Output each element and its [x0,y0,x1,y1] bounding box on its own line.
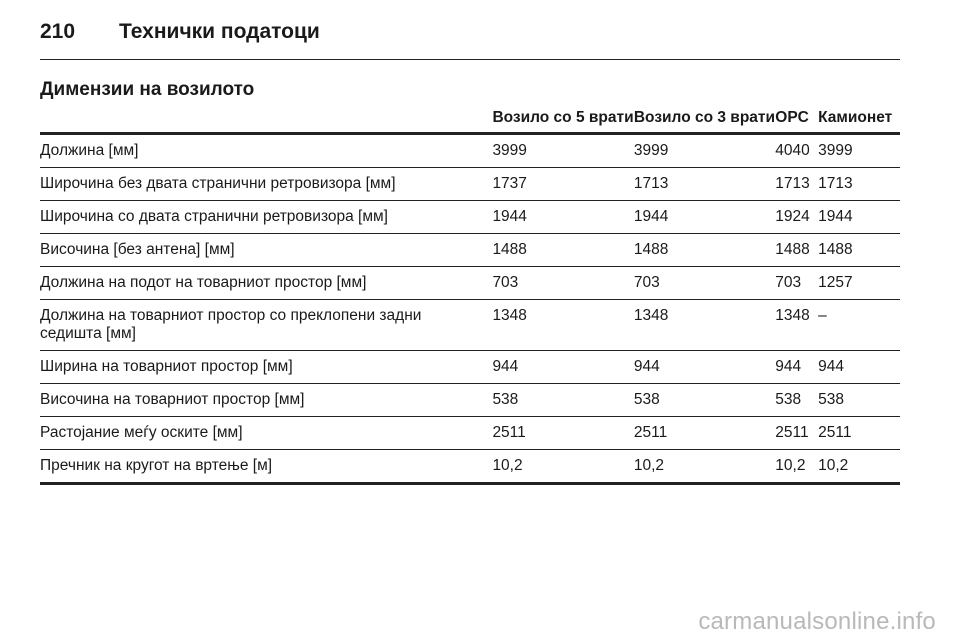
table-row: Височина [без антена] [мм] 1488 1488 1488 14… [40,234,900,267]
cell-opc: 944 [775,358,802,375]
row-label: Должина [мм] [40,142,139,159]
watermark: carmanualsonline.info [698,608,936,635]
cell-3-door: 10,2 [633,457,665,474]
cell-opc: 1713 [775,175,810,192]
cell-5-door: 944 [492,358,519,375]
page-number: 210 [40,20,76,43]
cell-opc: 1348 [775,307,810,324]
cell-opc: 1924 [775,208,810,225]
cell-3-door: 1488 [633,241,669,258]
table-row: Ширина на товарниот простор [мм] 944 944 94… [40,351,900,384]
table-row: Широчина со двата странични ретровизора … [40,201,900,234]
cell-5-door: 1488 [492,241,527,258]
page-title: Технички податоци [119,20,320,43]
cell-3-door: 538 [633,391,660,408]
cell-5-door: 1944 [492,208,527,225]
section-title: Димензии на возилото [40,79,255,100]
row-label: Пречник на кругот на вртење [м] [40,457,273,474]
cell-opc: 2511 [775,424,809,441]
row-label: Растојание меѓу оските [мм] [40,424,243,441]
cell-van: 3999 [818,142,853,159]
cell-3-door: 944 [633,358,660,375]
dimensions-table: Возило со 5 врати Возило со 3 врати OPC … [40,102,900,485]
column-header-van: Камионет [818,109,893,126]
row-label: Височина на товарниот простор [мм] [40,391,305,408]
table-row: Должина на товарниот простор со преклопе… [40,300,900,351]
cell-van: 1713 [818,175,853,192]
row-label: Широчина со двата странични ретровизора … [40,208,388,225]
cell-3-door: 1348 [633,307,669,324]
row-label: Ширина на товарниот простор [мм] [40,358,293,375]
cell-5-door: 538 [492,391,519,408]
cell-5-door: 2511 [492,424,526,441]
cell-5-door: 10,2 [492,457,523,474]
cell-opc: 1488 [775,241,810,258]
cell-van: – [818,307,827,324]
table-row: Широчина без двата странични ретровизора… [40,168,900,201]
cell-5-door: 3999 [492,142,527,159]
cell-van: 10,2 [818,457,849,474]
table-row: Пречник на кругот на вртење [м] 10,2 10,2 1… [40,450,900,484]
row-label: Височина [без антена] [мм] [40,241,235,258]
column-header-5-door: Возило со 5 врати [492,109,634,126]
cell-3-door: 2511 [633,424,668,441]
header-divider [40,59,900,60]
cell-3-door: 1944 [633,208,669,225]
cell-3-door: 703 [633,274,660,291]
cell-opc: 10,2 [775,457,806,474]
cell-van: 944 [818,358,844,375]
table-row: Растојание меѓу оските [мм] 2511 2511 2511 2… [40,417,900,450]
cell-van: 1944 [818,208,853,225]
table-row: Височина на товарниот простор [мм] 538 538… [40,384,900,417]
cell-3-door: 3999 [633,142,669,159]
table-row: Должина на подот на товарниот простор [м… [40,267,900,300]
cell-opc: 4040 [775,142,810,159]
row-label: Должина на подот на товарниот простор [м… [40,274,367,291]
cell-van: 2511 [818,424,852,441]
cell-opc: 538 [775,391,802,408]
cell-5-door: 1348 [492,307,527,324]
column-header-3-door: Возило со 3 врати [633,109,776,126]
cell-van: 1257 [818,274,853,291]
page-header: 210 Технички податоци [40,20,900,60]
table-row: Должина [мм] 3999 3999 4040 3999 [40,134,900,168]
column-header-opc: OPC [775,109,809,126]
table-header-row: Возило со 5 врати Возило со 3 врати OPC … [40,102,900,134]
column-header-parameter [40,102,492,134]
cell-3-door: 1713 [633,175,669,192]
cell-5-door: 703 [492,274,519,291]
cell-van: 538 [818,391,844,408]
row-label: Должина на товарниот простор со преклопе… [40,307,422,342]
cell-opc: 703 [775,274,802,291]
table-body: Должина [мм] 3999 3999 4040 3999 Широчина без… [40,134,900,484]
cell-5-door: 1737 [492,175,527,192]
row-label: Широчина без двата странични ретровизора… [40,175,396,192]
cell-van: 1488 [818,241,853,258]
